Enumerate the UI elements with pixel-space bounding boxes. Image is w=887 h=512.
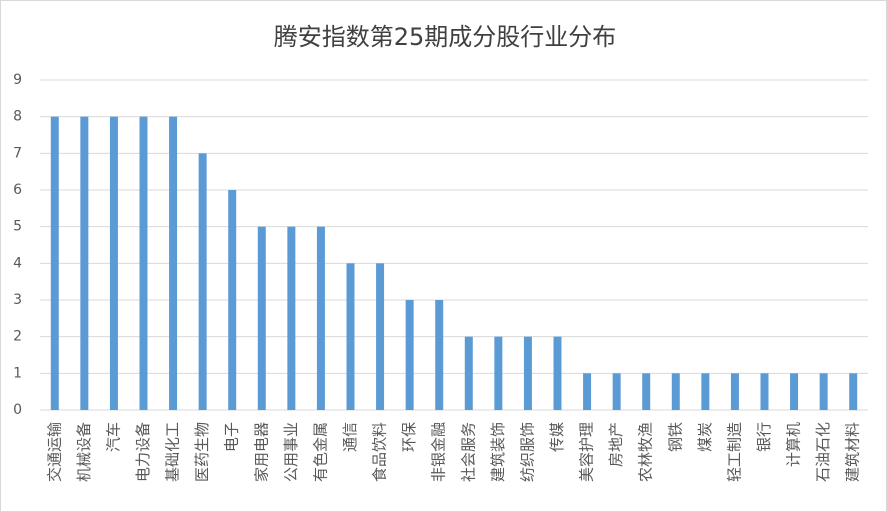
y-tick-label: 9 [13,72,22,88]
y-tick-label: 4 [13,255,22,271]
bar [671,373,680,410]
x-tick-label: 煤炭 [696,422,714,452]
x-tick-label: 农林牧渔 [637,422,655,482]
bar [316,226,325,410]
bar [523,336,532,410]
bar [642,373,651,410]
x-tick-label: 传媒 [548,422,566,452]
bar [376,263,385,410]
x-tick-label: 食品饮料 [371,422,389,482]
bar [257,226,266,410]
x-tick-label: 家用电器 [252,422,270,482]
chart-title: 腾安指数第25期成分股行业分布 [274,23,617,51]
y-tick-label: 0 [13,402,22,418]
x-tick-label: 交通运输 [45,422,63,482]
x-tick-label: 机械设备 [75,422,93,482]
x-tick-label: 电子 [223,422,241,452]
bar [730,373,739,410]
bar [405,300,414,410]
x-tick-label: 计算机 [785,422,803,467]
x-tick-label: 公用事业 [282,422,300,482]
x-tick-label: 纺织服饰 [518,422,536,482]
bar [701,373,710,410]
bar [583,373,592,410]
bar [287,226,296,410]
x-tick-label: 医药生物 [193,422,211,482]
x-tick-label: 社会服务 [459,422,477,482]
x-tick-label: 建筑材料 [844,422,862,482]
x-tick-label: 建筑装饰 [489,422,507,482]
bar [849,373,858,410]
bar [198,153,207,411]
x-tick-label: 石油石化 [814,422,832,482]
x-tick-label: 汽车 [104,422,122,452]
bar [435,300,444,410]
x-tick-label: 通信 [341,422,359,452]
bar [50,116,59,411]
bar [819,373,828,410]
x-tick-label: 轻工制造 [725,422,743,482]
bar [760,373,769,410]
bar [109,116,118,411]
bar [169,116,178,411]
x-tick-label: 电力设备 [134,422,152,482]
y-tick-label: 1 [13,365,22,381]
x-tick-label: 钢铁 [666,422,684,452]
x-tick-label: 环保 [400,422,418,452]
x-tick-label: 美容护理 [578,422,596,482]
y-tick-label: 2 [13,329,22,345]
bar [228,190,237,410]
bar [553,336,562,410]
bar [494,336,503,410]
x-tick-label: 基础化工 [164,422,182,482]
bar [612,373,621,410]
y-tick-label: 7 [13,145,22,161]
y-tick-label: 3 [13,292,22,308]
bar [790,373,799,410]
bar [346,263,355,410]
x-tick-label: 银行 [755,422,773,452]
bar [464,336,473,410]
x-tick-label: 房地产 [607,422,625,467]
bar [80,116,89,411]
y-tick-label: 8 [13,109,22,125]
x-tick-label: 有色金属 [311,422,329,482]
x-tick-label: 非银金融 [430,422,448,482]
bar [139,116,148,411]
y-tick-label: 5 [13,219,22,235]
y-tick-label: 6 [13,182,22,198]
